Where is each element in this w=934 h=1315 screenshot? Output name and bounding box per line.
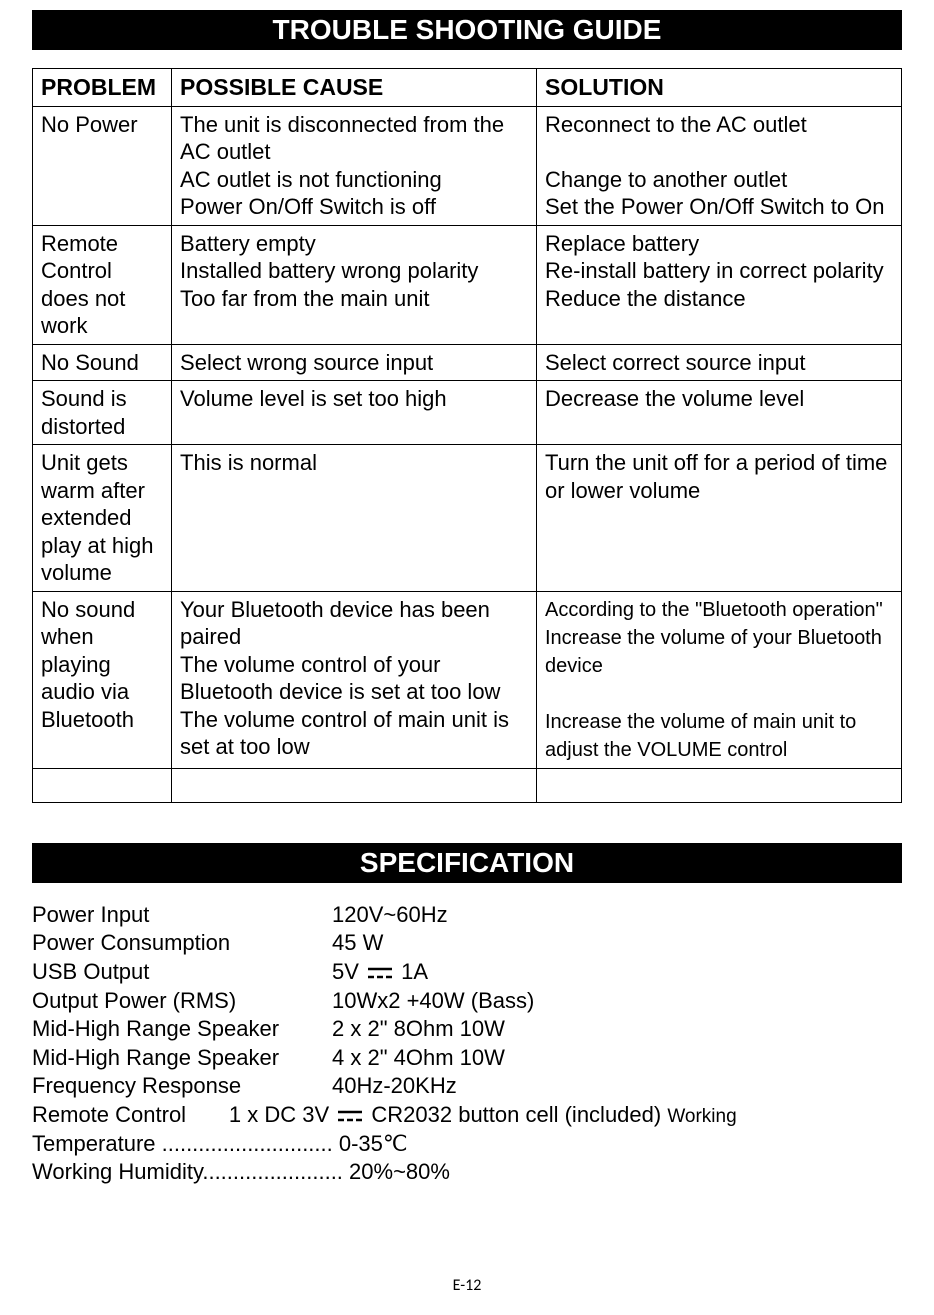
cell-solution: Turn the unit off for a period of time o…	[537, 445, 902, 592]
spec-label: USB Output	[32, 958, 332, 987]
table-row: No sound when playing audio via Bluetoot…	[33, 591, 902, 768]
troubleshooting-table: PROBLEM POSSIBLE CAUSE SOLUTION No Power…	[32, 68, 902, 803]
cell-problem: No Power	[33, 106, 172, 225]
spec-row: Output Power (RMS) 10Wx2 +40W (Bass)	[32, 987, 902, 1016]
spec-row: Frequency Response 40Hz-20KHz	[32, 1072, 902, 1101]
spec-row: Power Consumption 45 W	[32, 929, 902, 958]
spec-label: Power Input	[32, 901, 332, 930]
specification-title-banner: SPECIFICATION	[32, 843, 902, 883]
cell-cause: The unit is disconnected from the AC out…	[172, 106, 537, 225]
table-row: No Sound Select wrong source input Selec…	[33, 344, 902, 381]
cell-empty	[33, 768, 172, 802]
cell-cause: Select wrong source input	[172, 344, 537, 381]
cell-solution: According to the "Bluetooth operation"In…	[537, 591, 902, 768]
dc-symbol-icon	[367, 966, 393, 980]
spec-row: Mid-High Range Speaker 2 x 2" 8Ohm 10W	[32, 1015, 902, 1044]
table-row-empty	[33, 768, 902, 802]
header-problem: PROBLEM	[33, 69, 172, 107]
spec-value: 5V 1A	[332, 958, 902, 987]
spec-remote-label: Remote Control	[32, 1102, 186, 1127]
spec-row: Mid-High Range Speaker 4 x 2" 4Ohm 10W	[32, 1044, 902, 1073]
spec-label: Frequency Response	[32, 1072, 332, 1101]
cell-cause: This is normal	[172, 445, 537, 592]
table-row: No Power The unit is disconnected from t…	[33, 106, 902, 225]
spec-label: Output Power (RMS)	[32, 987, 332, 1016]
cell-problem: Remote Control does not work	[33, 225, 172, 344]
dc-symbol-icon	[337, 1109, 363, 1123]
spec-label: Power Consumption	[32, 929, 332, 958]
spec-humidity-line: Working Humidity....................... …	[32, 1158, 902, 1187]
spec-row: USB Output 5V 1A	[32, 958, 902, 987]
table-row: Unit gets warm after extended play at hi…	[33, 445, 902, 592]
header-solution: SOLUTION	[537, 69, 902, 107]
cell-solution: Select correct source input	[537, 344, 902, 381]
spec-remote-trailing: Working	[667, 1106, 736, 1127]
spec-value: 10Wx2 +40W (Bass)	[332, 987, 902, 1016]
spec-value-post: 1A	[401, 959, 428, 984]
specification-section: SPECIFICATION Power Input 120V~60Hz Powe…	[32, 843, 902, 1187]
cell-problem: No sound when playing audio via Bluetoot…	[33, 591, 172, 768]
table-row: Remote Control does not work Battery emp…	[33, 225, 902, 344]
cell-solution: Decrease the volume level	[537, 381, 902, 445]
cell-empty	[537, 768, 902, 802]
cell-problem: No Sound	[33, 344, 172, 381]
spec-remote-post: CR2032 button cell (included)	[371, 1102, 667, 1127]
spec-value: 4 x 2" 4Ohm 10W	[332, 1044, 902, 1073]
cell-solution: Replace batteryRe-install battery in cor…	[537, 225, 902, 344]
spec-label: Mid-High Range Speaker	[32, 1044, 332, 1073]
cell-solution: Reconnect to the AC outlet Change to ano…	[537, 106, 902, 225]
spec-label: Mid-High Range Speaker	[32, 1015, 332, 1044]
page-number: E-12	[0, 1276, 934, 1295]
spec-value: 40Hz-20KHz	[332, 1072, 902, 1101]
spec-remote-pre: 1 x DC 3V	[229, 1102, 335, 1127]
cell-empty	[172, 768, 537, 802]
cell-cause: Battery emptyInstalled battery wrong pol…	[172, 225, 537, 344]
spec-value: 45 W	[332, 929, 902, 958]
table-header-row: PROBLEM POSSIBLE CAUSE SOLUTION	[33, 69, 902, 107]
cell-cause: Volume level is set too high	[172, 381, 537, 445]
troubleshooting-title-banner: TROUBLE SHOOTING GUIDE	[32, 10, 902, 50]
cell-problem: Sound is distorted	[33, 381, 172, 445]
cell-problem: Unit gets warm after extended play at hi…	[33, 445, 172, 592]
spec-temperature-line: Temperature ............................…	[32, 1130, 902, 1159]
spec-value: 2 x 2" 8Ohm 10W	[332, 1015, 902, 1044]
cell-cause: Your Bluetooth device has been pairedThe…	[172, 591, 537, 768]
spec-value-pre: 5V	[332, 959, 365, 984]
spec-value: 120V~60Hz	[332, 901, 902, 930]
spec-row: Power Input 120V~60Hz	[32, 901, 902, 930]
table-row: Sound is distorted Volume level is set t…	[33, 381, 902, 445]
page: TROUBLE SHOOTING GUIDE PROBLEM POSSIBLE …	[0, 0, 934, 1315]
specification-list: Power Input 120V~60Hz Power Consumption …	[32, 901, 902, 1187]
spec-remote-line: Remote Control 1 x DC 3V CR2032 button c…	[32, 1101, 902, 1130]
header-cause: POSSIBLE CAUSE	[172, 69, 537, 107]
